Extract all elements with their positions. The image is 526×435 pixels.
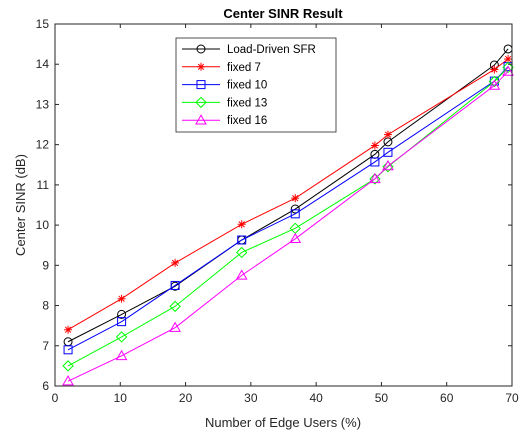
data-point xyxy=(383,147,393,157)
data-point xyxy=(117,294,126,303)
data-point xyxy=(290,209,300,219)
data-point xyxy=(115,349,128,361)
legend-label: fixed 13 xyxy=(227,97,267,109)
y-tick-label: 14 xyxy=(36,57,50,71)
data-point xyxy=(169,300,181,313)
data-point xyxy=(63,345,73,355)
x-tick-label: 10 xyxy=(114,391,128,405)
data-point xyxy=(369,172,381,184)
series-fixed-7 xyxy=(64,54,513,334)
x-axis-title: Number of Edge Users (%) xyxy=(205,415,361,430)
legend-marker xyxy=(196,80,206,90)
data-point xyxy=(171,258,180,267)
plot-frame xyxy=(54,23,513,387)
data-point xyxy=(382,161,394,173)
y-tick-label: 12 xyxy=(36,138,50,152)
legend-entry: fixed 7 xyxy=(182,62,261,74)
legend-label: Load-Driven SFR xyxy=(227,44,316,56)
data-point xyxy=(237,220,246,229)
y-tick-label: 15 xyxy=(36,17,50,31)
legend-entry: Load-Driven SFR xyxy=(182,44,316,56)
series-fixed-16 xyxy=(62,65,514,386)
y-tick-label: 10 xyxy=(36,218,50,232)
x-tick-label: 20 xyxy=(179,391,193,405)
x-tick-label: 40 xyxy=(309,391,323,405)
data-point xyxy=(235,269,248,280)
data-point xyxy=(370,157,380,167)
data-point xyxy=(64,325,73,334)
y-tick-label: 13 xyxy=(36,97,50,111)
x-tick-label: 60 xyxy=(440,391,454,405)
x-tick-label: 0 xyxy=(52,391,59,405)
data-point xyxy=(236,246,248,259)
y-tick-label: 6 xyxy=(42,379,49,393)
data-point xyxy=(502,61,514,74)
data-point xyxy=(382,159,394,171)
data-point xyxy=(291,194,300,203)
series-line xyxy=(67,66,509,351)
legend-entry: fixed 10 xyxy=(182,80,267,92)
chart-title: Center SINR Result xyxy=(223,6,343,21)
x-tick-label: 70 xyxy=(505,391,519,405)
legend-marker xyxy=(196,44,206,54)
legend-marker xyxy=(195,114,207,125)
x-tick-label: 30 xyxy=(244,391,258,405)
data-point xyxy=(383,130,392,139)
data-point xyxy=(115,331,128,343)
x-tick-label: 50 xyxy=(375,391,389,405)
y-tick-label: 7 xyxy=(42,339,49,353)
y-tick-label: 9 xyxy=(42,258,49,272)
legend-marker xyxy=(195,96,207,109)
legend-entry: fixed 16 xyxy=(182,114,267,127)
data-point xyxy=(117,317,127,327)
legend-marker xyxy=(197,62,205,71)
data-point xyxy=(170,280,180,290)
axis-layer: 0 10 20 30 40 50 60 70 6 7 8 9 10 11 12 13 14 15 xyxy=(36,17,519,405)
legend-label: fixed 10 xyxy=(227,80,267,92)
data-point xyxy=(237,235,247,245)
legend-label: fixed 16 xyxy=(227,115,267,127)
data-point xyxy=(289,232,302,244)
data-point xyxy=(62,375,74,386)
data-point xyxy=(169,321,181,332)
series-line xyxy=(67,71,509,382)
legend-label: fixed 7 xyxy=(227,62,261,74)
data-point xyxy=(502,65,514,76)
data-point xyxy=(290,204,300,214)
data-point xyxy=(504,54,513,63)
data-point xyxy=(370,141,379,150)
data-point xyxy=(490,65,499,74)
data-point xyxy=(488,75,501,88)
legend-entry: fixed 13 xyxy=(182,96,267,109)
series-line xyxy=(67,67,509,367)
y-tick-label: 8 xyxy=(42,299,49,313)
data-point xyxy=(488,79,501,90)
series-layer xyxy=(62,44,514,386)
y-axis-title: Center SINR (dB) xyxy=(13,154,28,256)
data-point xyxy=(369,173,381,185)
data-point xyxy=(117,309,127,319)
data-point xyxy=(62,360,74,372)
legend: Load-Driven SFR fixed 7 fixed 10 fixed 13 fi… xyxy=(175,37,337,133)
y-tick-label: 11 xyxy=(37,178,50,192)
